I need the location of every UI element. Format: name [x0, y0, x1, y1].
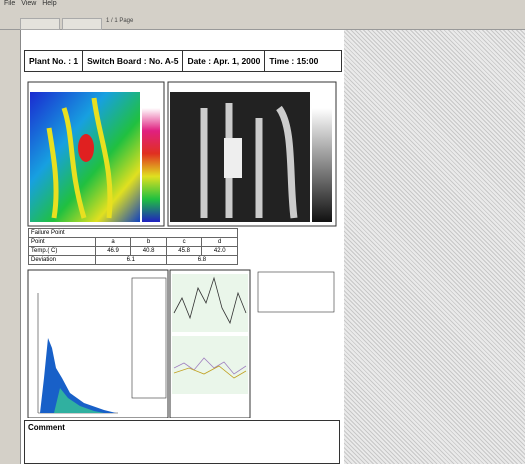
histogram-panel	[27, 269, 169, 418]
cell: 42.0	[201, 246, 238, 256]
cell: c	[165, 237, 203, 247]
cell: 45.8	[165, 246, 203, 256]
menu-item[interactable]: File	[4, 0, 16, 7]
menu-item[interactable]: Help	[42, 0, 57, 7]
cell: Deviation	[28, 255, 96, 265]
report-graphics	[27, 81, 337, 418]
nav-button[interactable]	[20, 18, 60, 30]
table-title: Failure Point	[28, 228, 238, 238]
cell: d	[201, 237, 238, 247]
cell: b	[130, 237, 167, 247]
nav-button[interactable]	[62, 18, 102, 30]
cell: 40.8	[130, 246, 167, 256]
toolbar	[0, 9, 525, 30]
comment-title: Comment	[28, 423, 65, 432]
report-header: Plant No. : 1 Switch Board : No. A-5 Dat…	[24, 50, 342, 72]
menu-item[interactable]: View	[21, 0, 37, 7]
empty-area	[343, 30, 525, 464]
cell: 6.8	[165, 255, 239, 265]
cell: Point	[28, 237, 96, 247]
date: Date : Apr. 1, 2000	[183, 51, 266, 71]
cell: a	[94, 237, 132, 247]
trend-charts	[169, 269, 335, 418]
menu-bar: File View Help	[0, 0, 525, 9]
plant: Plant No. : 1	[25, 51, 84, 71]
visual-image	[167, 81, 337, 227]
page-indicator: 1 / 1 Page	[106, 18, 134, 24]
thermal-image	[27, 81, 165, 227]
cell: 46.9	[94, 246, 132, 256]
cell: 6.1	[94, 255, 167, 265]
failure-table: Failure Point Point a b c d Temp.( C) 46…	[28, 228, 239, 265]
comment-box: Comment	[24, 420, 340, 464]
cell: Temp.( C)	[28, 246, 96, 256]
board: Switch Board : No. A-5	[83, 51, 184, 71]
time: Time : 15:00	[269, 56, 319, 66]
